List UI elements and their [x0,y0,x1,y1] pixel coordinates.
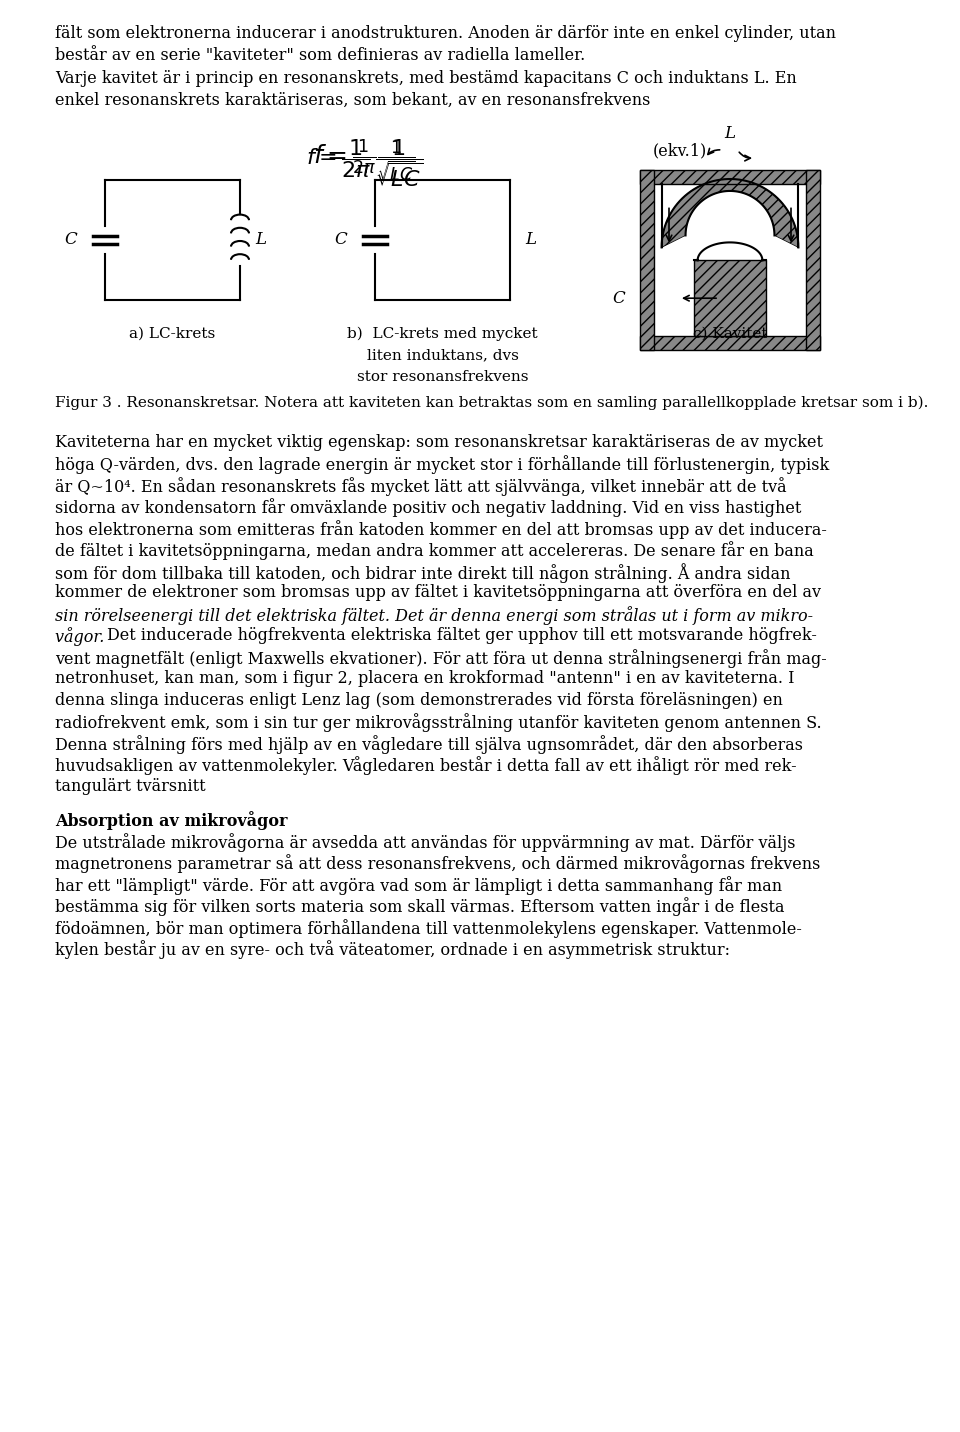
Text: $f = \frac{1}{2\pi} \frac{1}{\sqrt{LC}}$: $f = \frac{1}{2\pi} \frac{1}{\sqrt{LC}}$ [313,137,417,183]
Text: är Q~10⁴. En sådan resonanskrets fås mycket lätt att självvänga, vilket innebär : är Q~10⁴. En sådan resonanskrets fås myc… [55,477,786,495]
Text: magnetronens parametrar så att dess resonansfrekvens, och därmed mikrovågornas f: magnetronens parametrar så att dess reso… [55,855,821,874]
Bar [640,170,820,183]
Text: de fältet i kavitetsöppningarna, medan andra kommer att accelereras. De senare f: de fältet i kavitetsöppningarna, medan a… [55,541,814,560]
Text: Denna strålning förs med hjälp av en vågledare till själva ugnsområdet, där den : Denna strålning förs med hjälp av en våg… [55,735,803,753]
Text: De utstrålade mikrovågorna är avsedda att användas för uppvärmning av mat. Därfö: De utstrålade mikrovågorna är avsedda at… [55,833,796,852]
Text: består av en serie "kaviteter" som definieras av radiella lameller.: består av en serie "kaviteter" som defin… [55,46,586,63]
Text: radiofrekvent emk, som i sin tur ger mikrovågsstrålning utanför kaviteten genom : radiofrekvent emk, som i sin tur ger mik… [55,713,822,732]
Text: vent magnetfält (enligt Maxwells ekvationer). För att föra ut denna strålningsen: vent magnetfält (enligt Maxwells ekvatio… [55,649,827,667]
Text: Absorption av mikrovågor: Absorption av mikrovågor [55,812,287,831]
Text: sidorna av kondensatorn får omväxlande positiv och negativ laddning. Vid en viss: sidorna av kondensatorn får omväxlande p… [55,498,802,517]
Text: L: L [725,125,735,142]
Text: Varje kavitet är i princip en resonanskrets, med bestämd kapacitans C och indukt: Varje kavitet är i princip en resonanskr… [55,70,797,87]
Text: höga Q-värden, dvs. den lagrade energin är mycket stor i förhållande till förlus: höga Q-värden, dvs. den lagrade energin … [55,455,829,474]
Text: enkel resonanskrets karaktäriseras, som bekant, av en resonansfrekvens: enkel resonanskrets karaktäriseras, som … [55,92,650,109]
Text: Det inducerade högfrekventa elektriska fältet ger upphov till ett motsvarande hö: Det inducerade högfrekventa elektriska f… [107,627,817,644]
Text: C: C [612,289,625,306]
Text: fält som elektronerna inducerar i anodstrukturen. Anoden är därför inte en enkel: fält som elektronerna inducerar i anodst… [55,24,836,42]
Bar [640,337,820,349]
Text: L: L [525,232,536,249]
Text: stor resonansfrekvens: stor resonansfrekvens [357,369,528,384]
Text: födoämnen, bör man optimera förhållandena till vattenmolekylens egenskaper. Vatt: födoämnen, bör man optimera förhållanden… [55,919,802,938]
Text: b)  LC-krets med mycket: b) LC-krets med mycket [348,326,538,341]
Text: sin rörelseenergi till det elektriska fältet. Det är denna energi som strålas ut: sin rörelseenergi till det elektriska fä… [55,606,813,624]
Text: huvudsakligen av vattenmolekyler. Vågledaren består i detta fall av ett ihåligt : huvudsakligen av vattenmolekyler. Vågled… [55,756,797,775]
Text: liten induktans, dvs: liten induktans, dvs [367,348,518,362]
Text: bestämma sig för vilken sorts materia som skall värmas. Eftersom vatten ingår i : bestämma sig för vilken sorts materia so… [55,898,784,916]
Text: denna slinga induceras enligt Lenz lag (som demonstrerades vid första föreläsnin: denna slinga induceras enligt Lenz lag (… [55,692,782,709]
Text: c) Kavitet: c) Kavitet [693,326,767,341]
Text: vågor.: vågor. [55,627,109,646]
Bar [806,170,820,349]
Text: C: C [64,232,77,249]
Text: kylen består ju av en syre- och två väteatomer, ordnade i en asymmetrisk struktu: kylen består ju av en syre- och två väte… [55,941,730,959]
Text: Figur 3 . Resonanskretsar. Notera att kaviteten kan betraktas som en samling par: Figur 3 . Resonanskretsar. Notera att ka… [55,395,928,410]
Text: tangulärt tvärsnitt: tangulärt tvärsnitt [55,778,205,795]
Bar [694,261,766,337]
PathPatch shape [661,179,799,248]
Text: kommer de elektroner som bromsas upp av fältet i kavitetsöppningarna att överför: kommer de elektroner som bromsas upp av … [55,584,821,601]
Text: (ekv.1): (ekv.1) [653,142,708,159]
Bar [640,170,654,349]
Text: som för dom tillbaka till katoden, och bidrar inte direkt till någon strålning. : som för dom tillbaka till katoden, och b… [55,563,790,583]
Text: a) LC-krets: a) LC-krets [130,326,216,341]
Text: L: L [255,232,266,249]
Text: hos elektronerna som emitteras från katoden kommer en del att bromsas upp av det: hos elektronerna som emitteras från kato… [55,520,827,538]
Text: Kaviteterna har en mycket viktig egenskap: som resonanskretsar karaktäriseras de: Kaviteterna har en mycket viktig egenska… [55,434,823,451]
Text: netronhuset, kan man, som i figur 2, placera en krokformad "antenn" i en av kavi: netronhuset, kan man, som i figur 2, pla… [55,670,795,687]
Text: har ett "lämpligt" värde. För att avgöra vad som är lämpligt i detta sammanhang : har ett "lämpligt" värde. För att avgöra… [55,876,782,895]
Text: $f = \dfrac{1}{2\pi}\,\dfrac{1}{\sqrt{LC}}$: $f = \dfrac{1}{2\pi}\,\dfrac{1}{\sqrt{LC… [306,137,423,189]
Text: C: C [334,232,347,249]
